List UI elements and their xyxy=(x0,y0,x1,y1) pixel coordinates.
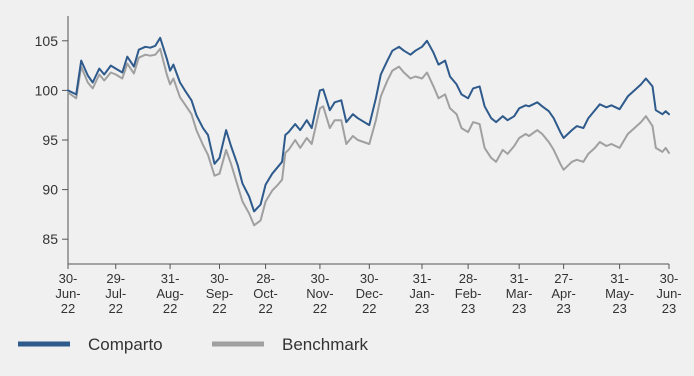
x-tick-label: 31-May-23 xyxy=(605,271,634,316)
x-tick-label-line: Feb- xyxy=(455,286,482,301)
x-tick-label-line: 22 xyxy=(212,301,226,316)
x-tick-label-line: 31- xyxy=(610,271,629,286)
x-tick-label-line: Jul- xyxy=(105,286,126,301)
legend-label-comparto: Comparto xyxy=(88,335,163,354)
x-tick-label-line: 30- xyxy=(210,271,229,286)
x-tick-label: 28-Oct-22 xyxy=(253,271,278,316)
x-tick-label-line: Sep- xyxy=(206,286,233,301)
x-tick-label-line: 30- xyxy=(360,271,379,286)
x-tick-label: 28-Feb-23 xyxy=(455,271,482,316)
x-tick-label-line: 28- xyxy=(256,271,275,286)
x-tick-label-line: 22 xyxy=(61,301,75,316)
x-tick-label-line: 27- xyxy=(554,271,573,286)
x-tick-label: 31-Mar-23 xyxy=(506,271,533,316)
x-tick-label-line: 22 xyxy=(313,301,327,316)
x-tick-label: 29-Jul-22 xyxy=(105,271,126,316)
y-axis: 85 90 95 100 105 xyxy=(35,16,69,264)
x-tick-label-line: 30- xyxy=(660,271,679,286)
x-tick-label-line: Dec- xyxy=(356,286,383,301)
y-tick-label: 100 xyxy=(35,82,59,98)
x-tick-label: 31-Jan-23 xyxy=(409,271,434,316)
x-tick-label-line: Jan- xyxy=(409,286,434,301)
x-tick-label-line: 23 xyxy=(662,301,676,316)
y-tick-label: 95 xyxy=(42,132,58,148)
series-line-comparto xyxy=(67,36,670,213)
y-tick-label: 85 xyxy=(42,231,58,247)
x-tick-label-line: Aug- xyxy=(156,286,183,301)
x-tick-label-line: 31- xyxy=(161,271,180,286)
x-tick-label-line: Jun- xyxy=(55,286,80,301)
y-tick-label: 90 xyxy=(42,182,58,198)
x-tick-label-line: 31- xyxy=(510,271,529,286)
x-tick-label-line: Mar- xyxy=(506,286,533,301)
x-tick-label-line: 31- xyxy=(413,271,432,286)
x-tick-label: 30-Jun-23 xyxy=(656,271,681,316)
x-tick-label-line: 22 xyxy=(163,301,177,316)
x-tick-label-line: 23 xyxy=(556,301,570,316)
x-tick-label-line: 23 xyxy=(512,301,526,316)
x-tick-label-line: Oct- xyxy=(253,286,278,301)
x-tick-label-line: 22 xyxy=(258,301,272,316)
x-tick-label-line: 22 xyxy=(109,301,123,316)
series-line-benchmark xyxy=(67,47,670,227)
x-tick-label-line: 28- xyxy=(459,271,478,286)
x-tick-label-line: 29- xyxy=(106,271,125,286)
x-tick-label: 30-Jun-22 xyxy=(55,271,80,316)
legend: Comparto Benchmark xyxy=(18,335,368,354)
series-layer xyxy=(67,36,670,227)
x-tick-label: 30-Nov-22 xyxy=(306,271,333,316)
x-tick-label: 30-Sep-22 xyxy=(206,271,233,316)
x-tick-label-line: 23 xyxy=(461,301,475,316)
x-tick-label-line: 23 xyxy=(415,301,429,316)
x-tick-label-line: May- xyxy=(605,286,634,301)
x-tick-label: 31-Aug-22 xyxy=(156,271,183,316)
legend-label-benchmark: Benchmark xyxy=(282,335,368,354)
x-axis: 30-Jun-2229-Jul-2231-Aug-2230-Sep-2228-O… xyxy=(55,263,682,316)
x-tick-label-line: 30- xyxy=(311,271,330,286)
x-tick-label-line: 30- xyxy=(59,271,78,286)
x-tick-label-line: Apr- xyxy=(551,286,576,301)
y-tick-label: 105 xyxy=(35,33,59,49)
x-tick-label-line: Nov- xyxy=(306,286,333,301)
x-tick-label-line: Jun- xyxy=(656,286,681,301)
x-tick-label: 27-Apr-23 xyxy=(551,271,576,316)
x-tick-label-line: 22 xyxy=(362,301,376,316)
x-tick-label: 30-Dec-22 xyxy=(356,271,383,316)
x-tick-label-line: 23 xyxy=(612,301,626,316)
